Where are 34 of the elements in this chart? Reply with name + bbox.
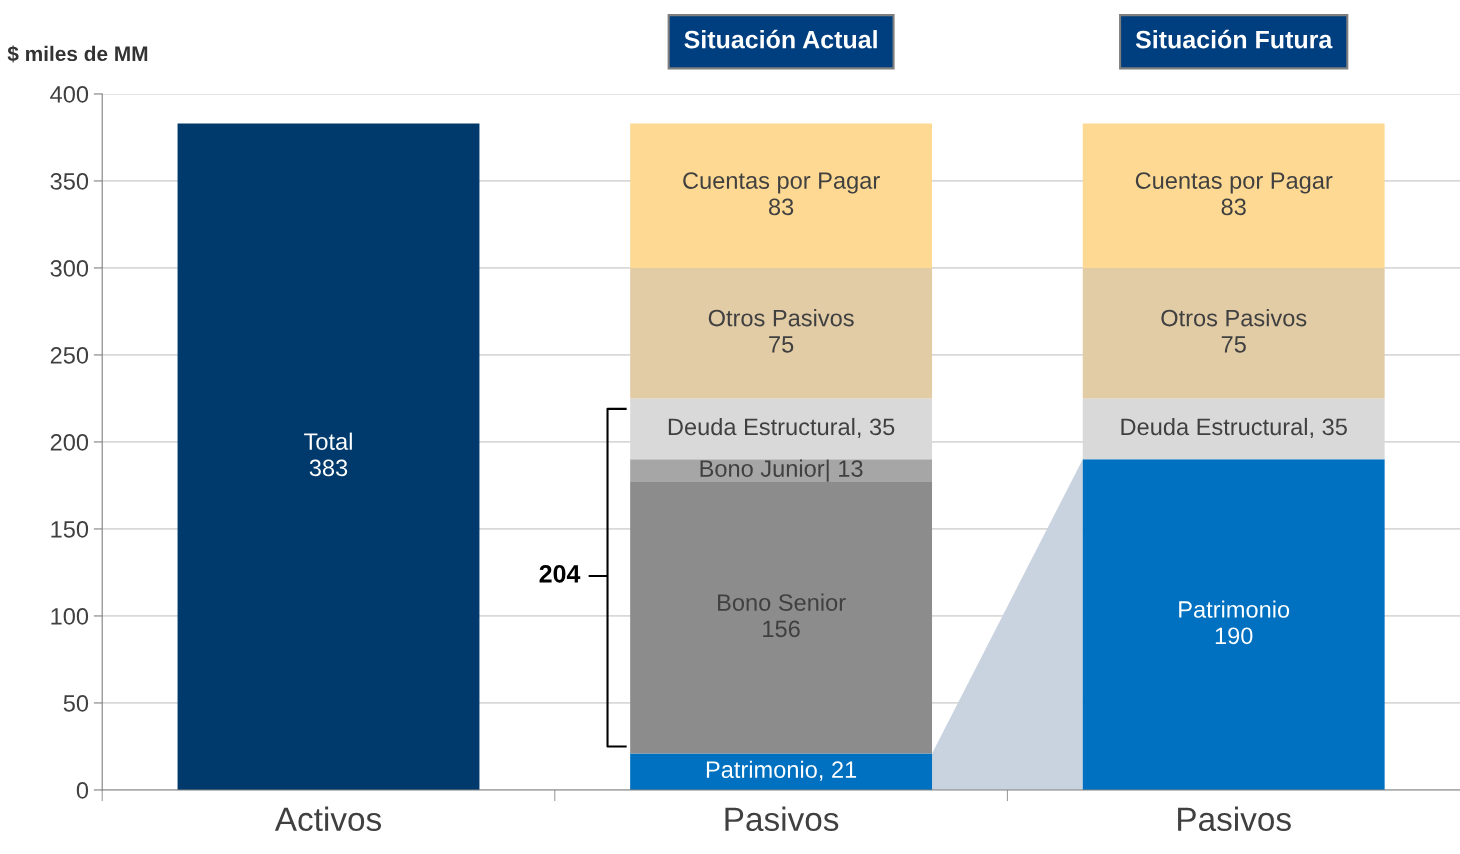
data-label: Otros Pasivos 75 <box>1161 309 1307 353</box>
data-label: Patrimonio, 21 <box>706 760 857 781</box>
data-label: Bono Senior 156 <box>718 593 846 638</box>
y-tick-label: 200 <box>50 434 89 451</box>
y-tick-label: 350 <box>50 173 89 190</box>
bar <box>630 267 933 399</box>
data-label: Cuentas por Pagar 83 <box>683 172 880 216</box>
bar <box>630 459 933 482</box>
y-tick-label: 50 <box>63 695 89 712</box>
bar <box>1082 267 1385 399</box>
x-tick-label: Pasivos <box>1178 806 1291 832</box>
y-tick-label: 150 <box>51 521 89 538</box>
text: Situación Futura <box>1135 29 1333 49</box>
data-label: Total 383 <box>304 432 352 477</box>
data-label: Deuda Estructural, 35 <box>1121 417 1347 439</box>
y-tick-label: 400 <box>50 86 89 103</box>
text: Situación Actual <box>684 29 877 49</box>
bar <box>630 123 933 268</box>
data-label: Deuda Estructural, 35 <box>668 417 895 439</box>
annotation: 204 <box>539 564 581 583</box>
data-label: Cuentas por Pagar 83 <box>1135 172 1333 216</box>
data-label: Otros Pasivos 75 <box>708 309 854 353</box>
bar <box>630 753 933 790</box>
bar <box>177 123 480 790</box>
y-tick-label: 250 <box>50 347 89 364</box>
y-axis-title: $ miles de MM <box>7 45 148 63</box>
y-tick-label: 0 <box>76 782 89 799</box>
data-label: Patrimonio 190 <box>1179 600 1290 645</box>
x-tick-label: Activos <box>274 806 382 832</box>
x-tick-label: Pasivos <box>725 806 839 832</box>
y-tick-label: 300 <box>50 260 89 277</box>
y-tick-label: 100 <box>51 608 89 625</box>
data-label: Bono Junior| 13 <box>700 459 863 482</box>
bar <box>1082 123 1385 268</box>
